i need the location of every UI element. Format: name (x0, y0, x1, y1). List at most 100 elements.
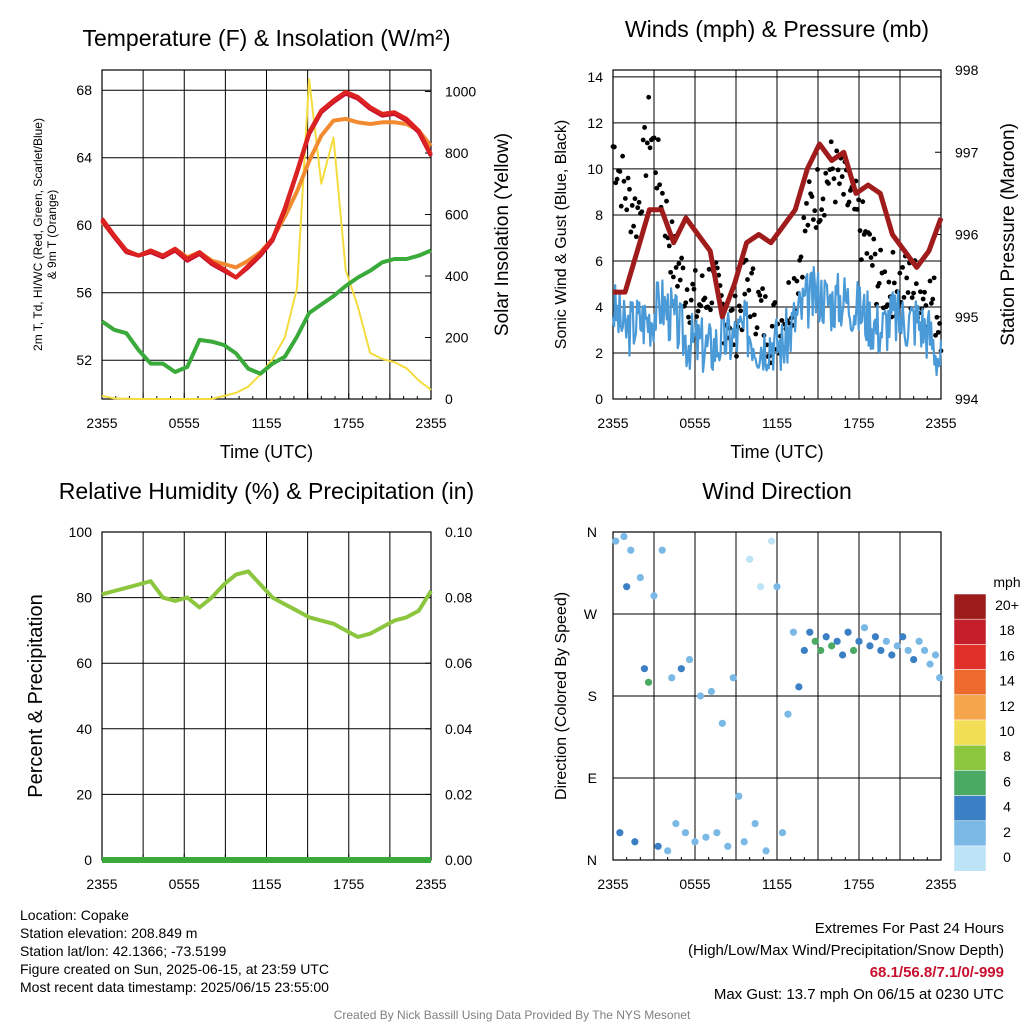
y-tick-label-left: 68 (76, 82, 92, 98)
gust-point (679, 255, 685, 261)
gust-point (636, 199, 642, 205)
gust-point (839, 174, 845, 179)
gust-point (746, 287, 752, 293)
gust-point (618, 203, 624, 209)
direction-point (773, 583, 781, 591)
gust-point (890, 249, 896, 255)
direction-point (817, 646, 825, 655)
gust-point (846, 199, 852, 205)
gust-point (688, 297, 694, 303)
y-tick-label-left: 6 (595, 253, 603, 269)
colorbar-label: 16 (999, 647, 1015, 663)
y-tick-label-right: 1000 (445, 84, 476, 100)
direction-point (844, 628, 852, 636)
x-tick-label: 2355 (597, 876, 628, 892)
y-tick-label-left: N (587, 852, 597, 868)
y-tick-label-left: 64 (76, 150, 92, 166)
info-created: Figure created on Sun, 2025-06-15, at 23… (20, 961, 329, 977)
gust-point (754, 325, 760, 331)
gust-point (683, 300, 689, 306)
direction-point (822, 633, 830, 641)
gust-point (859, 257, 864, 263)
gust-point (900, 265, 905, 270)
colorbar-swatch (953, 795, 987, 822)
colorbar-swatch (953, 593, 987, 620)
x-tick-label: 1155 (762, 876, 792, 892)
gust-point (794, 278, 800, 284)
direction-point (882, 637, 890, 645)
gust-point (714, 265, 720, 271)
gust-point (738, 308, 744, 314)
extremes-heading: Extremes For Past 24 Hours (814, 920, 1004, 937)
gust-point (809, 194, 815, 199)
direction-point (806, 628, 814, 636)
colorbar-label: 18 (999, 622, 1015, 638)
y-tick-label-right: 0.08 (445, 590, 472, 606)
y-tick-label-left: E (588, 770, 597, 786)
gust-point (927, 278, 933, 284)
direction-point (729, 674, 737, 682)
x-tick-label: 0555 (679, 415, 710, 431)
gust-point (670, 274, 676, 280)
x-tick-label: 2355 (415, 415, 446, 431)
direction-point (931, 651, 940, 659)
direction-point (650, 592, 658, 600)
gust-point (930, 296, 936, 302)
gust-point (856, 197, 862, 203)
gust-point (676, 261, 682, 266)
y-tick-label-right: 996 (955, 227, 979, 243)
direction-point (668, 674, 676, 682)
gust-point (869, 263, 875, 268)
chart-title: Wind Direction (702, 478, 852, 504)
gust-point (617, 169, 623, 174)
direction-point (789, 628, 798, 636)
direction-point (640, 665, 649, 673)
gust-point (709, 300, 715, 306)
y-axis-label-left: 2m T, Td, HI/WC (Red, Green, Scarlet/Blu… (31, 118, 45, 351)
gust-point (920, 296, 926, 302)
direction-point (672, 819, 680, 828)
x-tick-label: 1755 (843, 415, 874, 431)
y-tick-label-right: 0.06 (445, 655, 472, 671)
gust-point (854, 206, 860, 212)
colorbar-swatch (953, 618, 987, 645)
info-elevation: Station elevation: 208.849 m (20, 925, 198, 941)
gust-point (937, 321, 943, 326)
gust-point (624, 207, 630, 213)
gust-point (815, 167, 820, 172)
direction-point (707, 687, 716, 696)
y-tick-label-left: 12 (587, 115, 603, 131)
series-line-2m-t (100, 89, 433, 280)
direction-point (644, 678, 653, 686)
gust-point (872, 251, 878, 257)
gust-point (622, 196, 628, 201)
y-tick-label-left: 0 (84, 852, 92, 868)
series-line-rh (101, 569, 433, 639)
gust-point (868, 255, 874, 260)
direction-point (654, 842, 662, 850)
direction-point (740, 838, 748, 846)
station-info: Location: Copake Station elevation: 208.… (20, 906, 329, 996)
direction-point (702, 833, 710, 841)
gust-point (806, 179, 812, 185)
gust-point (802, 228, 808, 234)
direction-point (800, 646, 808, 655)
gust-point (918, 289, 923, 295)
direction-point (627, 546, 635, 554)
gust-point (769, 323, 775, 329)
direction-point (681, 829, 690, 837)
gust-point (642, 125, 647, 130)
y-tick-label-right: 600 (445, 207, 469, 223)
gust-point (750, 266, 756, 272)
gust-point (757, 292, 763, 298)
gust-point (834, 148, 840, 154)
extremes-values: 68.1/56.8/7.1/0/-999 (869, 964, 1004, 981)
gust-point (801, 215, 807, 221)
gust-point (677, 277, 683, 283)
direction-point (877, 646, 885, 655)
gust-point (882, 269, 888, 275)
gust-point (786, 280, 792, 285)
y-axis-label-right: Station Pressure (Maroon) (998, 123, 1019, 346)
direction-point (691, 838, 699, 846)
